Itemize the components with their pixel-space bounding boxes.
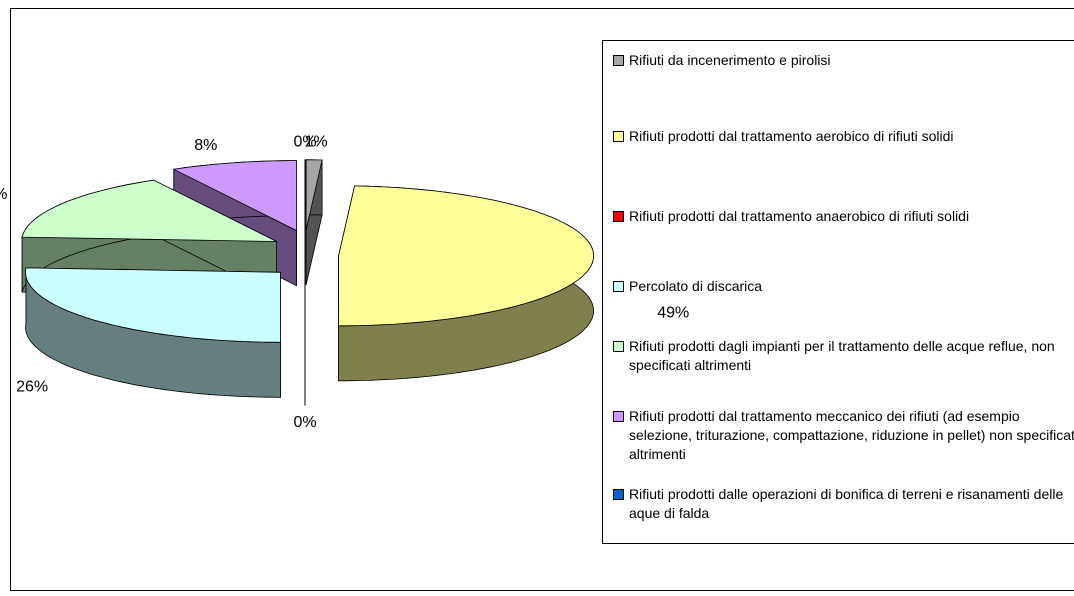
legend-item: Rifiuti prodotti dagli impianti per il t… [613,337,1074,375]
chart-border [10,8,1074,591]
legend-label: Rifiuti da incenerimento e pirolisi [629,52,831,68]
legend-label: Rifiuti prodotti dal trattamento anaerob… [629,208,970,224]
slice [338,185,594,382]
legend-label: Percolato di discarica [629,278,763,294]
legend-swatch [613,131,624,142]
legend-item: Rifiuti prodotti dal trattamento aerobic… [613,127,1074,146]
legend-label: Rifiuti prodotti dal trattamento aerobic… [629,128,954,144]
legend-item: Rifiuti da incenerimento e pirolisi [613,51,1074,70]
legend-swatch [613,341,624,352]
data-label: 0% [293,134,316,151]
data-label: 49% [657,305,689,322]
legend-swatch [613,411,624,422]
data-label: 26% [16,378,48,395]
legend-label: Rifiuti prodotti dal trattamento meccani… [629,408,1074,462]
legend-swatch [613,55,624,66]
slice-top [173,160,298,232]
data-label: 8% [194,137,217,154]
legend-swatch [613,281,624,292]
legend: Rifiuti da incenerimento e pirolisi Rifiu… [602,40,1074,544]
data-label: 16% [0,186,8,203]
legend-item: Rifiuti prodotti dal trattamento anaerob… [613,207,1074,226]
slice [21,179,278,297]
slice-top [25,267,281,343]
slice-top [305,159,323,231]
slice-top [338,185,594,327]
legend-item: Percolato di discarica [613,277,1074,296]
legend-item: Rifiuti prodotti dalle operazioni di bon… [613,485,1074,523]
slice [25,267,281,398]
data-label: 1% [305,134,328,151]
legend-label: Rifiuti prodotti dalle operazioni di bon… [629,486,1064,521]
legend-label: Rifiuti prodotti dagli impianti per il t… [629,338,1055,373]
legend-swatch [613,211,624,222]
data-label: 0% [293,414,316,431]
slice [305,159,323,286]
slice-top [21,179,278,242]
legend-item: Rifiuti prodotti dal trattamento meccani… [613,407,1074,464]
legend-swatch [613,489,624,500]
